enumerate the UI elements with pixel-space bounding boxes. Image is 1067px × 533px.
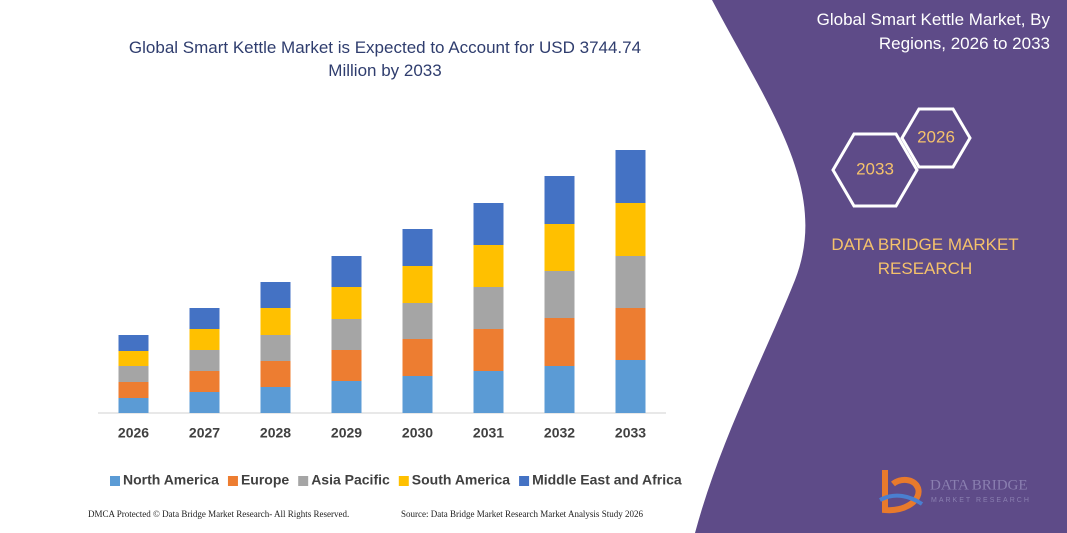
logo-name: DATA BRIDGE — [930, 477, 1028, 493]
bar-segment — [473, 371, 504, 413]
bar-segment — [615, 150, 646, 203]
logo-mark — [882, 470, 922, 514]
bar-segment — [402, 376, 433, 413]
legend-label: Middle East and Africa — [532, 472, 682, 488]
bar-segment — [473, 245, 504, 287]
bar-segment — [118, 335, 149, 351]
x-tick-label: 2030 — [402, 425, 433, 441]
footer-right: Source: Data Bridge Market Research Mark… — [401, 509, 643, 519]
sidebar-title-box: Global Smart Kettle Market, By Regions, … — [816, 10, 1050, 53]
x-tick-label: 2031 — [473, 425, 504, 441]
legend-swatch — [298, 476, 309, 486]
legend-label: Europe — [241, 472, 289, 488]
bar-segment — [615, 203, 646, 256]
bar-segment — [331, 287, 362, 319]
hex-label: 2026 — [917, 127, 955, 146]
bar-segment — [615, 308, 646, 360]
side-panel — [695, 0, 1067, 533]
legend-swatch — [398, 476, 409, 486]
bar-segment — [260, 387, 291, 413]
x-tick-label: 2032 — [544, 425, 575, 441]
legend-swatch — [519, 476, 530, 486]
bar-segment — [544, 271, 575, 318]
hexagon — [900, 107, 972, 169]
bar-segment — [331, 381, 362, 413]
bar-segment — [615, 360, 646, 413]
legend-swatch — [227, 476, 238, 486]
title-box: Global Smart Kettle Market is Expected t… — [128, 38, 642, 80]
legend-label: South America — [412, 472, 510, 488]
bar-segment — [189, 329, 220, 350]
hex-label: 2033 — [856, 159, 894, 178]
x-tick-label: 2029 — [331, 425, 362, 441]
x-tick-label: 2028 — [260, 425, 291, 441]
footer-left: DMCA Protected © Data Bridge Market Rese… — [88, 509, 349, 519]
bar-segment — [331, 256, 362, 287]
bar-segment — [118, 351, 149, 366]
bar-segment — [544, 176, 575, 224]
x-tick-label: 2027 — [189, 425, 220, 441]
bar-segment — [189, 350, 220, 371]
hexagon — [831, 132, 919, 208]
brand-box: DATA BRIDGE MARKET RESEARCH — [831, 235, 1019, 278]
bar-segment — [260, 308, 291, 335]
bar-segment — [189, 308, 220, 329]
bar-segment — [260, 282, 291, 308]
bar-segment — [118, 382, 149, 398]
bar-segment — [331, 319, 362, 350]
bar-segment — [118, 398, 149, 413]
brand: DATA BRIDGE MARKET RESEARCH — [831, 235, 1019, 278]
bar-segment — [544, 224, 575, 271]
bar-segment — [473, 329, 504, 371]
bar-segment — [473, 203, 504, 245]
logo-mark — [879, 493, 924, 506]
legend-swatch — [110, 476, 120, 486]
bar-segment — [402, 229, 433, 266]
legend-label: Asia Pacific — [311, 472, 390, 488]
x-tick-label: 2026 — [118, 425, 149, 441]
chart-title: Global Smart Kettle Market is Expected t… — [128, 38, 642, 80]
bar-segment — [402, 339, 433, 376]
bar-segment — [331, 350, 362, 381]
bar-segment — [260, 361, 291, 387]
bar-segment — [189, 392, 220, 413]
bar-segment — [402, 303, 433, 339]
bar-segment — [544, 366, 575, 413]
bar-segment — [118, 366, 149, 382]
bar-segment — [189, 371, 220, 392]
logo-tagline: MARKET RESEARCH — [931, 497, 1031, 504]
sidebar-title: Global Smart Kettle Market, By Regions, … — [816, 10, 1050, 53]
bar-segment — [260, 335, 291, 361]
logo: DATA BRIDGE MARKET RESEARCH — [879, 470, 1031, 514]
bar-segment — [544, 318, 575, 366]
bar-segment — [473, 287, 504, 329]
x-tick-label: 2033 — [615, 425, 646, 441]
bar-segment — [615, 256, 646, 308]
bar-segment — [402, 266, 433, 303]
legend-label: North America — [123, 472, 219, 488]
